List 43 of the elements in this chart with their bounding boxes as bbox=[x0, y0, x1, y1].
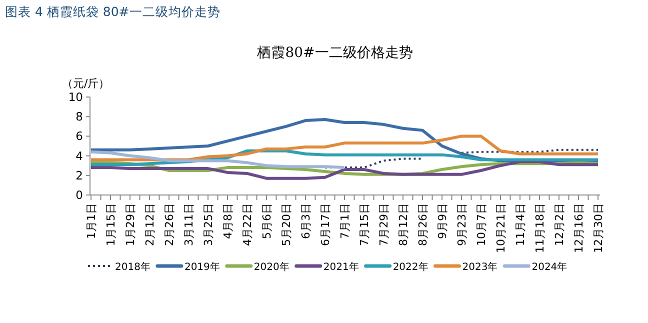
x-tick-label: 8月12日 bbox=[397, 203, 410, 246]
y-tick-label: 10 bbox=[68, 90, 83, 104]
x-tick-label: 6月17日 bbox=[319, 203, 332, 246]
x-tick-label: 4月22日 bbox=[241, 203, 254, 246]
legend-label: 2021年 bbox=[323, 261, 359, 273]
chart-title: 图表 4 栖霞纸袋 80#一二级均价走势 bbox=[5, 4, 220, 19]
x-tick-label: 12月16日 bbox=[572, 203, 586, 253]
legend-label: 2018年 bbox=[115, 261, 150, 273]
x-tick-label: 7月15日 bbox=[358, 203, 371, 246]
y-axis-title: （元/斤） bbox=[62, 77, 110, 90]
legend-label: 2023年 bbox=[462, 261, 498, 273]
x-tick-label: 9月23日 bbox=[456, 203, 468, 246]
x-tick-label: 10月7日 bbox=[475, 203, 488, 246]
x-tick-label: 10月21日 bbox=[494, 203, 508, 253]
y-tick-label: 4 bbox=[76, 148, 83, 163]
y-tick-label: 2 bbox=[76, 168, 83, 182]
x-tick-label: 9月9日 bbox=[436, 203, 449, 239]
x-tick-label: 11月18日 bbox=[534, 203, 546, 253]
x-tick-label: 7月29日 bbox=[378, 203, 390, 246]
x-tick-label: 12月2日 bbox=[553, 203, 566, 246]
y-tick-label: 0 bbox=[76, 188, 83, 202]
x-tick-label: 1月15日 bbox=[104, 203, 118, 246]
legend-label: 2019年 bbox=[184, 261, 220, 273]
x-tick-label: 6月3日 bbox=[300, 203, 312, 239]
x-tick-label: 5月20日 bbox=[280, 203, 293, 246]
x-tick-label: 7月1日 bbox=[338, 203, 352, 239]
y-tick-label: 8 bbox=[76, 110, 83, 124]
legend-label: 2024年 bbox=[532, 261, 568, 273]
x-tick-label: 11月4日 bbox=[514, 203, 527, 246]
x-tick-label: 3月25日 bbox=[202, 203, 215, 246]
x-tick-label: 8月26日 bbox=[416, 203, 430, 246]
x-tick-label: 2月26日 bbox=[163, 203, 176, 246]
legend-label: 2020年 bbox=[254, 261, 290, 273]
x-tick-label: 3月11日 bbox=[182, 203, 196, 246]
x-tick-label: 12月30日 bbox=[592, 203, 605, 253]
y-tick-label: 6 bbox=[76, 129, 83, 144]
x-tick-label: 2月12日 bbox=[144, 203, 156, 246]
x-tick-label: 1月29日 bbox=[124, 203, 137, 246]
x-tick-label: 1月1日 bbox=[85, 203, 98, 239]
legend-label: 2022年 bbox=[392, 261, 428, 273]
chart-subtitle: 栖霞80#一二级价格走势 bbox=[256, 45, 413, 61]
x-tick-label: 4月8日 bbox=[222, 203, 234, 239]
x-tick-label: 5月6日 bbox=[260, 203, 274, 239]
